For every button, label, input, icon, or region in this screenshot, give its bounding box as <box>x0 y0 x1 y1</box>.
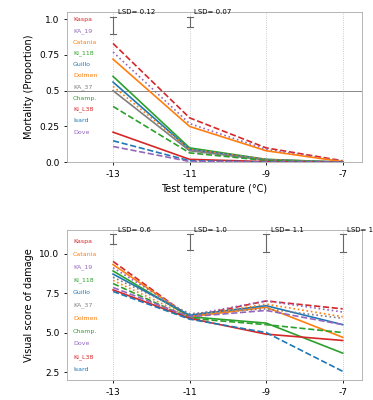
Text: LSD= 1.0: LSD= 1.0 <box>194 227 227 233</box>
Text: Ki_L38: Ki_L38 <box>73 107 93 112</box>
Text: Ki_118: Ki_118 <box>73 50 94 56</box>
Text: Catania: Catania <box>73 40 97 44</box>
Text: LSD= 1.1: LSD= 1.1 <box>271 227 304 233</box>
Text: Isard: Isard <box>73 367 88 372</box>
Text: KA_19: KA_19 <box>73 28 92 34</box>
Text: KA_37: KA_37 <box>73 84 93 90</box>
Text: Catania: Catania <box>73 252 97 257</box>
Text: LSD= 1.1: LSD= 1.1 <box>347 227 373 233</box>
Text: LSD= 0.07: LSD= 0.07 <box>194 9 232 15</box>
Text: Guillo: Guillo <box>73 62 91 67</box>
Text: LSD= 0.12: LSD= 0.12 <box>117 9 155 15</box>
Text: Kaspa: Kaspa <box>73 17 92 22</box>
Text: Dolmen: Dolmen <box>73 316 97 321</box>
Y-axis label: Visual score of damage: Visual score of damage <box>24 248 34 362</box>
Text: Ki_118: Ki_118 <box>73 277 94 283</box>
Text: Guillo: Guillo <box>73 290 91 295</box>
Text: Dove: Dove <box>73 130 90 135</box>
Text: Dolmen: Dolmen <box>73 73 97 78</box>
Text: Isard: Isard <box>73 118 88 123</box>
Text: KA_19: KA_19 <box>73 264 92 270</box>
Text: Ki_L38: Ki_L38 <box>73 354 93 360</box>
Text: Dove: Dove <box>73 342 90 346</box>
Text: KA_37: KA_37 <box>73 303 93 308</box>
Y-axis label: Mortality (Proportion): Mortality (Proportion) <box>24 35 34 139</box>
X-axis label: Test temperature (°C): Test temperature (°C) <box>162 184 267 194</box>
Text: LSD= 0.6: LSD= 0.6 <box>117 227 151 233</box>
Text: Champ.: Champ. <box>73 329 97 334</box>
Text: Champ.: Champ. <box>73 96 97 101</box>
Text: Kaspa: Kaspa <box>73 239 92 244</box>
